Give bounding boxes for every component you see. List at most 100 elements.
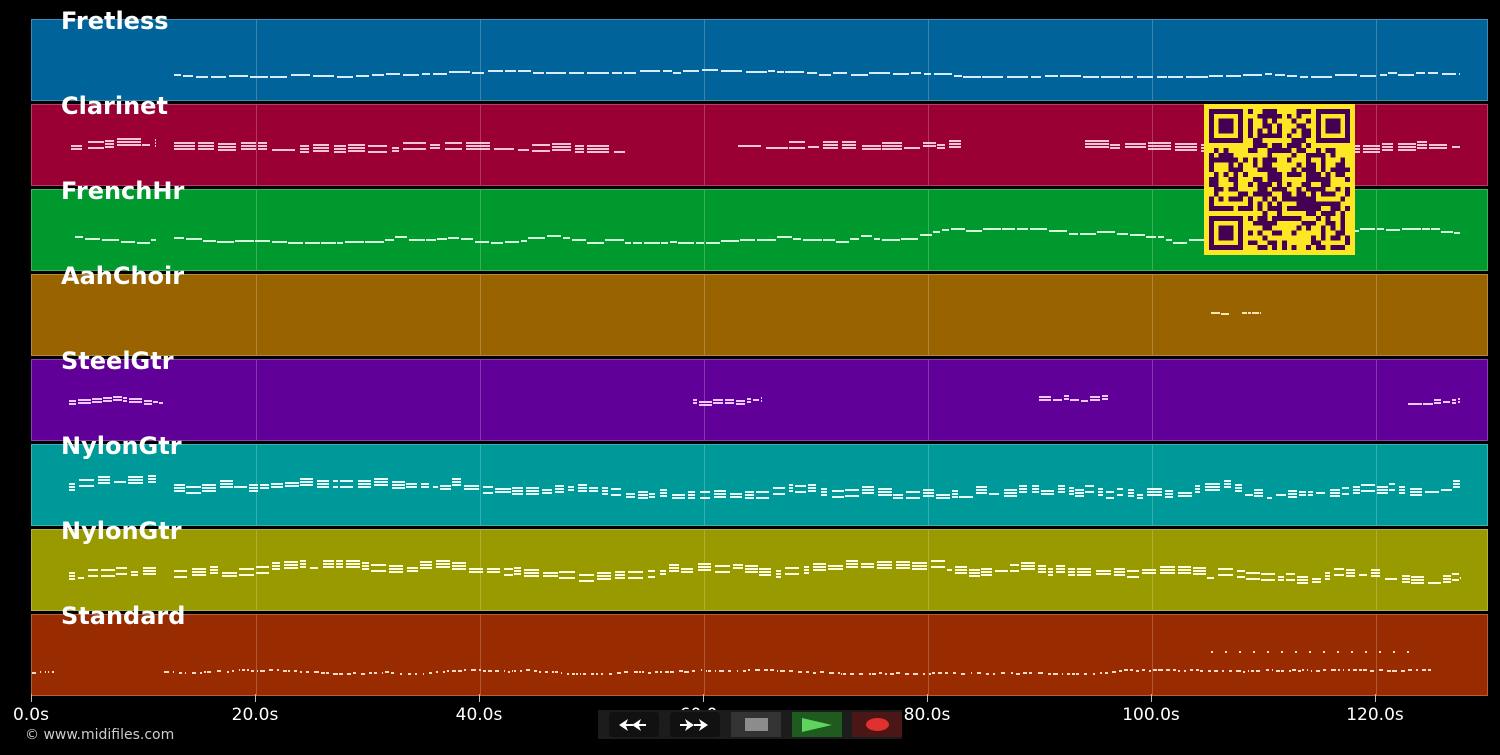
note [701, 68, 718, 71]
note [1188, 238, 1207, 241]
note [571, 238, 586, 241]
note [775, 570, 781, 573]
note [367, 145, 387, 147]
note [1165, 239, 1172, 242]
note [648, 576, 656, 579]
note [1409, 487, 1422, 490]
note [1381, 149, 1393, 152]
note [1209, 74, 1224, 77]
note [511, 670, 514, 673]
note [1217, 567, 1233, 570]
note [345, 566, 360, 568]
fast-forward-button[interactable] [670, 712, 720, 737]
note [248, 483, 259, 486]
note [1399, 486, 1406, 489]
note [1097, 491, 1104, 494]
note [503, 573, 513, 576]
note [1220, 312, 1230, 315]
note [1137, 497, 1143, 499]
note [381, 671, 384, 674]
track-steelgtr[interactable]: SteelGtr [31, 349, 1488, 441]
note [699, 400, 712, 403]
note [200, 671, 203, 674]
note [802, 238, 822, 241]
note [87, 140, 104, 143]
note [890, 673, 894, 675]
record-button[interactable] [852, 712, 902, 737]
track-nylongtr[interactable]: NylonGtr [31, 434, 1488, 526]
note [1453, 480, 1461, 483]
note [337, 242, 344, 244]
note [904, 146, 921, 149]
note [406, 569, 419, 572]
note [334, 145, 347, 147]
note [555, 490, 564, 493]
note [326, 672, 329, 675]
note [922, 489, 935, 491]
note [77, 577, 85, 580]
note [628, 570, 644, 573]
note [840, 672, 843, 675]
note [1451, 399, 1457, 402]
note [105, 139, 115, 142]
note [615, 576, 626, 579]
note [300, 560, 306, 562]
note [1089, 398, 1101, 401]
note [587, 151, 610, 153]
rewind-button[interactable] [609, 712, 659, 737]
note [340, 479, 353, 482]
note [542, 488, 553, 491]
note [699, 491, 711, 493]
note [638, 491, 648, 493]
note [1393, 651, 1396, 653]
note [1431, 228, 1440, 230]
note [1183, 670, 1187, 673]
note [1173, 241, 1187, 244]
note [587, 145, 610, 147]
note [555, 484, 564, 487]
note [664, 671, 669, 674]
stop-button[interactable] [731, 712, 781, 737]
track-fretless[interactable]: Fretless [31, 9, 1488, 101]
track-aahchoir[interactable]: AahChoir [31, 264, 1488, 356]
note [305, 670, 309, 673]
note [668, 563, 679, 566]
note [117, 144, 142, 147]
track-standard[interactable]: Standard [31, 604, 1488, 696]
axis-tick [927, 694, 928, 702]
axis-tick-label: 100.0s [1122, 705, 1180, 725]
note [1106, 496, 1115, 499]
note [239, 567, 255, 570]
note [1267, 651, 1270, 653]
note [299, 150, 309, 153]
note [1130, 669, 1133, 671]
note [1092, 672, 1095, 675]
note [68, 574, 76, 577]
note [820, 487, 828, 490]
note [1137, 494, 1143, 496]
note [334, 148, 347, 150]
note [724, 398, 735, 401]
note [559, 571, 575, 574]
note-lane [32, 275, 1487, 355]
note [724, 401, 735, 404]
axis-tick [31, 694, 32, 702]
play-button[interactable] [792, 712, 842, 737]
note [154, 144, 157, 147]
track-nylongtr[interactable]: NylonGtr [31, 519, 1488, 611]
note [142, 566, 157, 569]
note [1057, 485, 1065, 488]
note [753, 398, 760, 401]
note [202, 489, 217, 492]
note [131, 574, 139, 577]
note [1177, 669, 1181, 672]
note [1208, 670, 1212, 673]
gridline [928, 105, 929, 185]
note [284, 484, 299, 487]
note [293, 670, 297, 673]
note [320, 671, 325, 674]
note [1016, 672, 1021, 675]
note [842, 144, 857, 147]
note [861, 563, 875, 565]
note [174, 141, 196, 144]
